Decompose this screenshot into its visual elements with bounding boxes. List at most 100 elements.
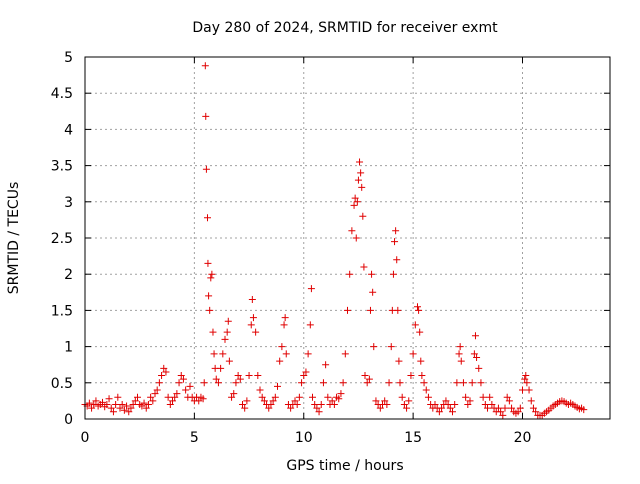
data-point xyxy=(162,368,170,376)
x-tick-label: 20 xyxy=(514,430,532,446)
data-point xyxy=(322,361,330,369)
data-point xyxy=(341,350,349,358)
data-point xyxy=(300,372,308,380)
data-point xyxy=(481,401,489,409)
data-point xyxy=(282,350,290,358)
data-point xyxy=(351,194,359,202)
data-point xyxy=(304,350,312,358)
data-point xyxy=(387,343,395,351)
data-point xyxy=(205,292,213,300)
data-point xyxy=(90,401,98,409)
data-point xyxy=(497,408,505,416)
y-tick-label: 0.5 xyxy=(51,376,73,392)
y-axis-label: SRMTID / TECUs xyxy=(6,182,22,295)
data-point xyxy=(267,401,275,409)
data-point xyxy=(464,401,472,409)
data-point xyxy=(457,357,465,365)
grid-layer xyxy=(85,57,610,419)
data-point xyxy=(455,350,463,358)
data-point xyxy=(223,328,231,336)
data-point xyxy=(158,372,166,380)
data-point xyxy=(204,214,211,222)
data-point xyxy=(202,112,210,120)
data-point xyxy=(252,328,260,336)
data-point xyxy=(348,227,356,235)
data-point xyxy=(278,343,286,351)
data-point xyxy=(372,397,380,405)
y-tick-label: 4 xyxy=(64,122,73,138)
data-point xyxy=(309,393,316,401)
data-point xyxy=(206,306,214,314)
data-point xyxy=(173,390,181,398)
data-point xyxy=(357,169,365,177)
data-point xyxy=(505,397,513,405)
data-point xyxy=(328,397,336,405)
data-point xyxy=(258,393,266,401)
data-point xyxy=(385,379,393,387)
data-point xyxy=(356,158,364,166)
data-point xyxy=(311,401,319,409)
y-tick-label: 5 xyxy=(64,50,73,66)
data-point xyxy=(92,397,100,405)
data-point xyxy=(317,401,325,409)
data-point xyxy=(236,375,244,383)
data-point xyxy=(271,393,279,401)
data-point xyxy=(337,390,345,398)
data-point xyxy=(147,393,155,401)
data-point xyxy=(224,317,232,325)
data-point xyxy=(127,404,135,412)
data-point xyxy=(471,332,479,340)
data-point xyxy=(424,393,432,401)
data-point xyxy=(501,404,509,412)
data-point xyxy=(248,296,256,304)
data-point xyxy=(353,198,361,206)
data-point xyxy=(403,404,411,412)
data-point xyxy=(358,183,366,191)
data-point xyxy=(529,404,537,412)
data-point xyxy=(381,397,389,405)
data-point xyxy=(109,408,117,416)
data-point xyxy=(522,372,530,380)
data-point xyxy=(396,379,404,387)
data-point xyxy=(477,379,485,387)
data-point xyxy=(416,328,424,336)
data-point xyxy=(446,404,454,412)
tick-layer: 0 5 10 15 20 0 0.5 1 1.5 2 2.5 3 3.5 4 4.5 5 xyxy=(51,50,610,446)
x-axis-label: GPS time / hours xyxy=(286,458,403,474)
data-point xyxy=(107,404,115,412)
data-point xyxy=(473,353,481,361)
y-tick-label: 3 xyxy=(64,195,73,211)
data-point xyxy=(217,364,225,372)
data-point xyxy=(179,375,187,383)
data-point xyxy=(462,393,470,401)
data-point xyxy=(442,397,450,405)
data-point xyxy=(298,379,306,387)
data-point xyxy=(411,321,419,329)
data-point xyxy=(330,401,338,409)
data-point xyxy=(207,274,215,282)
data-point xyxy=(369,288,377,296)
data-point xyxy=(129,401,137,409)
data-point xyxy=(354,176,362,184)
data-point xyxy=(361,372,369,380)
data-point xyxy=(295,393,303,401)
data-point xyxy=(210,350,218,358)
data-point xyxy=(395,357,403,365)
data-point xyxy=(254,372,262,380)
data-point xyxy=(214,379,222,387)
data-point xyxy=(339,379,347,387)
data-point xyxy=(265,404,273,412)
data-point xyxy=(409,350,417,358)
data-point xyxy=(105,395,113,403)
data-point xyxy=(153,386,161,394)
data-point xyxy=(201,62,209,70)
data-point xyxy=(422,386,430,394)
data-point xyxy=(525,386,533,394)
data-point xyxy=(394,306,402,314)
data-point xyxy=(383,401,391,409)
data-point xyxy=(118,401,126,409)
x-tick-label: 15 xyxy=(404,430,422,446)
data-point xyxy=(315,408,323,416)
data-point xyxy=(306,321,314,329)
